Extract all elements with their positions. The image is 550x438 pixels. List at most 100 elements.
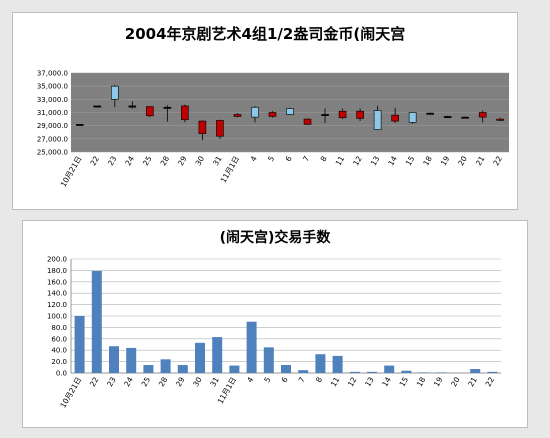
x-tick-label: 18 xyxy=(415,375,428,388)
x-tick-label: 5 xyxy=(266,154,276,163)
y-tick-label: 31,000.0 xyxy=(37,109,68,117)
y-tick-label: 80.0 xyxy=(51,324,67,332)
x-tick-label: 18 xyxy=(421,154,434,167)
candle-body xyxy=(426,112,434,115)
candle-body xyxy=(443,116,452,118)
y-tick-label: 27,000.0 xyxy=(37,135,68,143)
x-tick-label: 29 xyxy=(176,154,189,167)
candle-body xyxy=(93,105,102,108)
x-tick-label: 25 xyxy=(141,154,154,167)
volume-bar xyxy=(109,346,119,373)
volume-bar xyxy=(435,372,446,373)
candlestick-chart: 25,000.0 27,000.0 29,000.0 31,000.0 33,000.0… xyxy=(37,70,509,189)
volume-bar-chart: 0.0 20.0 40.0 60.0 80.0 100.0 120.0 140.0 160.0 1… xyxy=(47,256,501,410)
volume-bar xyxy=(143,365,154,373)
x-tick-label: 14 xyxy=(380,375,393,388)
volume-chart-panel: (闹天宫)交易手数 0.0 20.0 40.0 60.0 80.0 100.0 120.0 1… xyxy=(22,220,528,428)
x-tick-label: 22 xyxy=(88,375,101,388)
candle-body xyxy=(111,85,119,100)
y-tick-label: 33,000.0 xyxy=(37,96,68,104)
x-tick-label: 4 xyxy=(249,154,259,163)
x-tick-label: 14 xyxy=(386,154,399,167)
volume-bar xyxy=(195,342,205,373)
x-tick-label: 4 xyxy=(245,375,255,384)
x-tick-label: 24 xyxy=(122,375,135,388)
y-tick-label: 37,000.0 xyxy=(37,70,68,78)
x-tick-label: 22 xyxy=(484,375,497,388)
candle-body xyxy=(163,106,172,109)
volume-bar xyxy=(349,371,360,373)
candle-body xyxy=(216,120,224,137)
volume-bar xyxy=(298,370,309,373)
x-tick-label: 11 xyxy=(329,375,342,388)
y-tick-label: 25,000.0 xyxy=(37,149,68,157)
candle-body xyxy=(268,112,277,117)
x-tick-label: 10月21日 xyxy=(59,155,84,189)
x-tick-label: 11 xyxy=(334,154,347,167)
x-tick-label: 31 xyxy=(208,375,221,388)
volume-bar xyxy=(177,365,188,373)
x-tick-label: 20 xyxy=(449,375,462,388)
candle-body xyxy=(461,116,470,119)
volume-bar xyxy=(487,371,498,373)
x-tick-label: 21 xyxy=(474,154,487,167)
candle-body xyxy=(373,110,382,130)
candle-body xyxy=(391,114,399,122)
x-tick-label: 30 xyxy=(194,154,207,167)
volume-bar xyxy=(401,370,412,373)
x-tick-label: 22 xyxy=(491,154,504,167)
x-tick-label: 13 xyxy=(363,375,376,388)
x-tick-label: 15 xyxy=(404,154,417,167)
x-tick-label: 31 xyxy=(211,154,224,167)
x-tick-label: 30 xyxy=(191,375,204,388)
x-tick-label: 19 xyxy=(432,375,445,388)
x-tick-label: 23 xyxy=(106,154,119,167)
volume-bar xyxy=(74,316,85,373)
candle-body xyxy=(181,105,189,121)
x-tick-label: 12 xyxy=(346,375,359,388)
y-tick-label: 100.0 xyxy=(47,313,67,321)
y-tick-label: 29,000.0 xyxy=(37,122,68,130)
y-tick-label: 60.0 xyxy=(51,335,67,343)
y-tick-label: 200.0 xyxy=(47,256,67,264)
candlestick-chart-title: 2004年京剧艺术4组1/2盎司金币(闹天宫 xyxy=(124,25,406,43)
volume-bar xyxy=(281,365,291,373)
candle-body xyxy=(75,124,84,126)
y-tick-label: 140.0 xyxy=(47,290,67,298)
x-tick-label: 7 xyxy=(297,375,307,384)
candle-body xyxy=(356,110,364,119)
x-tick-label: 12 xyxy=(351,154,364,167)
candle-body xyxy=(251,106,259,118)
y-tick-label: 120.0 xyxy=(47,301,67,309)
candle-body xyxy=(286,108,294,115)
x-tick-label: 8 xyxy=(314,375,324,384)
x-tick-label: 8 xyxy=(319,154,329,163)
volume-bar xyxy=(367,371,377,373)
volume-bar xyxy=(332,355,343,373)
candle-body xyxy=(146,106,154,117)
volume-bar xyxy=(126,347,137,373)
candle-body xyxy=(478,112,487,118)
y-tick-label: 160.0 xyxy=(47,278,67,286)
y-tick-label: 180.0 xyxy=(47,267,67,275)
candle-body xyxy=(198,120,207,134)
x-tick-label: 13 xyxy=(369,154,382,167)
x-tick-label: 22 xyxy=(88,154,101,167)
candle-body xyxy=(303,118,312,125)
volume-bar xyxy=(263,347,274,373)
x-tick-label: 23 xyxy=(105,375,118,388)
y-tick-label: 35,000.0 xyxy=(37,83,68,91)
y-tick-label: 40.0 xyxy=(51,347,67,355)
volume-bar xyxy=(246,321,257,373)
x-tick-label: 7 xyxy=(301,154,311,163)
candle-body xyxy=(233,114,242,117)
y-tick-label: 20.0 xyxy=(51,358,67,366)
volume-bar xyxy=(470,369,481,373)
candle-body xyxy=(338,110,347,119)
volume-bar xyxy=(315,354,326,373)
x-tick-label: 28 xyxy=(157,375,170,388)
y-tick-label: 0.0 xyxy=(56,370,67,378)
volume-bar xyxy=(160,359,171,373)
volume-bar xyxy=(229,365,240,373)
candle-body xyxy=(408,112,417,123)
